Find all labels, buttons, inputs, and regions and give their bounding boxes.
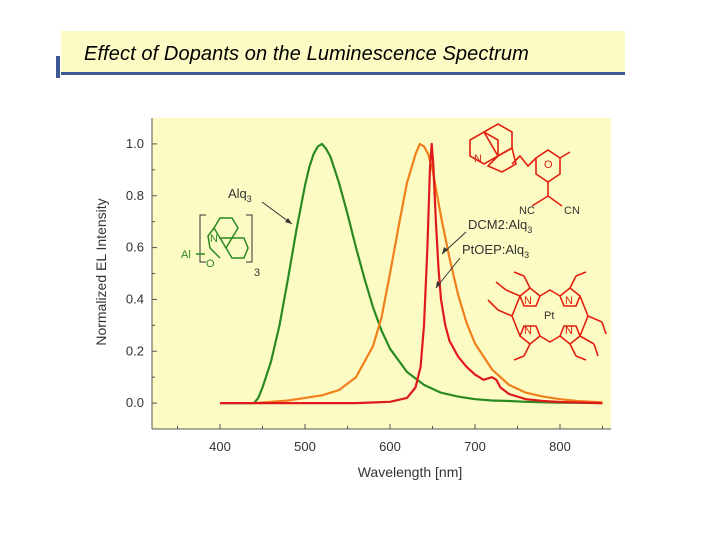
alq3-molecule (196, 214, 253, 263)
x-tick-label: 700 (464, 439, 486, 454)
y-tick-label: 0.4 (126, 291, 144, 306)
title-box (61, 31, 625, 75)
dcm2-o-label: O (544, 159, 553, 171)
ptoep-n4-label: N (565, 325, 573, 337)
annotation-alq3: Alq3 (228, 186, 252, 204)
y-tick-label: 0.8 (126, 188, 144, 203)
annotation-ptoep: PtOEP:Alq3 (462, 242, 529, 260)
annotation-arrowhead-ptoep (436, 281, 441, 288)
x-axis-title: Wavelength [nm] (358, 464, 463, 480)
x-tick-label: 600 (379, 439, 401, 454)
slide-title: Effect of Dopants on the Luminescence Sp… (84, 43, 529, 65)
ptoep-molecule (487, 271, 607, 361)
ptoep-n3-label: N (524, 325, 532, 337)
plot-background (152, 118, 611, 429)
title-accent-bar (56, 56, 60, 78)
dcm2-n-label: N (474, 153, 482, 165)
alq3-count-label: 3 (254, 267, 260, 279)
x-tick-label: 500 (294, 439, 316, 454)
ptoep-n2-label: N (565, 295, 573, 307)
x-tick-label: 400 (209, 439, 231, 454)
axes: 400 500 600 700 800 0.0 0.2 0.4 0.6 0.8 1.0 (126, 118, 611, 454)
y-tick-label: 1.0 (126, 136, 144, 151)
series-line-dcm2-alq3 (253, 142, 603, 405)
dcm2-nc-label: NC (519, 205, 535, 217)
annotation-arrowhead-dcm2 (442, 247, 448, 254)
alq3-n-label: N (210, 233, 218, 245)
y-tick-label: 0.6 (126, 240, 144, 255)
annotation-arrow-ptoep (435, 257, 461, 289)
series-line-alq3 (220, 142, 603, 405)
alq3-metal-label: Al (181, 249, 191, 261)
y-tick-label: 0.0 (126, 395, 144, 410)
dcm2-cn-label: CN (564, 205, 580, 217)
annotation-arrowhead-alq3 (285, 218, 292, 224)
ptoep-n1-label: N (524, 295, 532, 307)
y-axis-title: Normalized EL Intensity (93, 198, 109, 345)
y-tick-label: 0.2 (126, 343, 144, 358)
x-tick-label: 800 (549, 439, 571, 454)
series-lines (220, 142, 603, 405)
ptoep-pt-label: Pt (544, 310, 554, 322)
annotation-dcm2: DCM2:Alq3 (468, 217, 532, 235)
series-line-ptoep-alq3 (220, 142, 603, 405)
dcm2-molecule (469, 123, 571, 207)
alq3-o-label: O (206, 258, 215, 270)
